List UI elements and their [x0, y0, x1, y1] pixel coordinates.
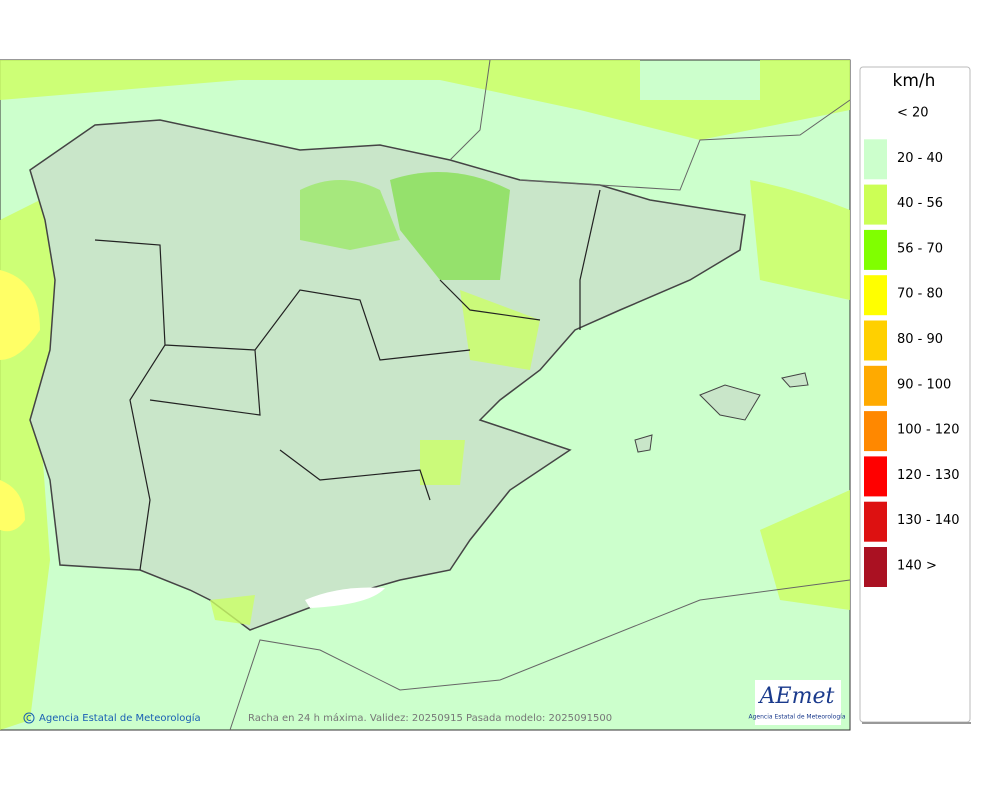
legend-label: < 20	[897, 106, 929, 121]
logo-box	[755, 680, 841, 725]
wind-zone	[0, 270, 40, 360]
legend-swatch	[864, 139, 887, 180]
copyright-icon	[26, 715, 32, 721]
legend-label: 40 - 56	[897, 196, 943, 211]
france-coast	[449, 59, 851, 191]
legend-label: 130 - 140	[897, 513, 960, 528]
logo-name: AEmet	[758, 684, 835, 709]
legend-swatch	[864, 547, 887, 587]
legend-label: 80 - 90	[897, 332, 943, 347]
legend-unit: km/h	[893, 71, 936, 91]
legend-label: 20 - 40	[897, 151, 943, 166]
map: Agencia Estatal de Meteorología Racha en…	[0, 59, 851, 731]
legend-swatch	[864, 320, 887, 361]
legend-swatch	[864, 501, 887, 542]
wind-zone	[0, 480, 25, 532]
wind-zone	[420, 440, 465, 485]
wind-zone	[760, 490, 850, 610]
legend-label: 100 - 120	[897, 423, 960, 438]
wind-zone	[210, 595, 255, 625]
wind-zone	[750, 180, 850, 300]
mallorca	[699, 384, 761, 421]
legend-swatch	[864, 275, 887, 316]
iberian-peninsula	[29, 119, 746, 631]
wind-zone	[300, 180, 400, 250]
legend-label: 120 - 130	[897, 468, 960, 483]
no-data-area	[305, 587, 385, 608]
wind-zone	[460, 290, 540, 370]
legend: km/h < 20 20 - 40 40 - 56 56 - 70 70 - 80 80 …	[859, 66, 971, 724]
legend-swatch	[864, 229, 887, 270]
legend-swatch	[864, 411, 887, 452]
wind-zone	[0, 60, 850, 140]
legend-label: 70 - 80	[897, 287, 943, 302]
logo-subtitle: Agencia Estatal de Meteorología	[749, 714, 846, 721]
credit: Agencia Estatal de Meteorología	[39, 712, 201, 724]
legend-label: 140 >	[897, 559, 937, 574]
legend-swatch	[864, 456, 887, 497]
copyright-icon	[23, 712, 35, 724]
legend-label: 90 - 100	[897, 377, 951, 392]
legend-swatch	[864, 365, 887, 406]
africa-coast	[229, 579, 851, 731]
menorca	[781, 372, 809, 388]
caption: Racha en 24 h máxima. Validez: 20250915 …	[248, 712, 612, 724]
ibiza	[634, 434, 653, 453]
legend-label: 56 - 70	[897, 241, 943, 256]
wind-zone	[390, 172, 510, 280]
legend-swatch	[864, 184, 887, 225]
region-borders	[94, 189, 601, 571]
